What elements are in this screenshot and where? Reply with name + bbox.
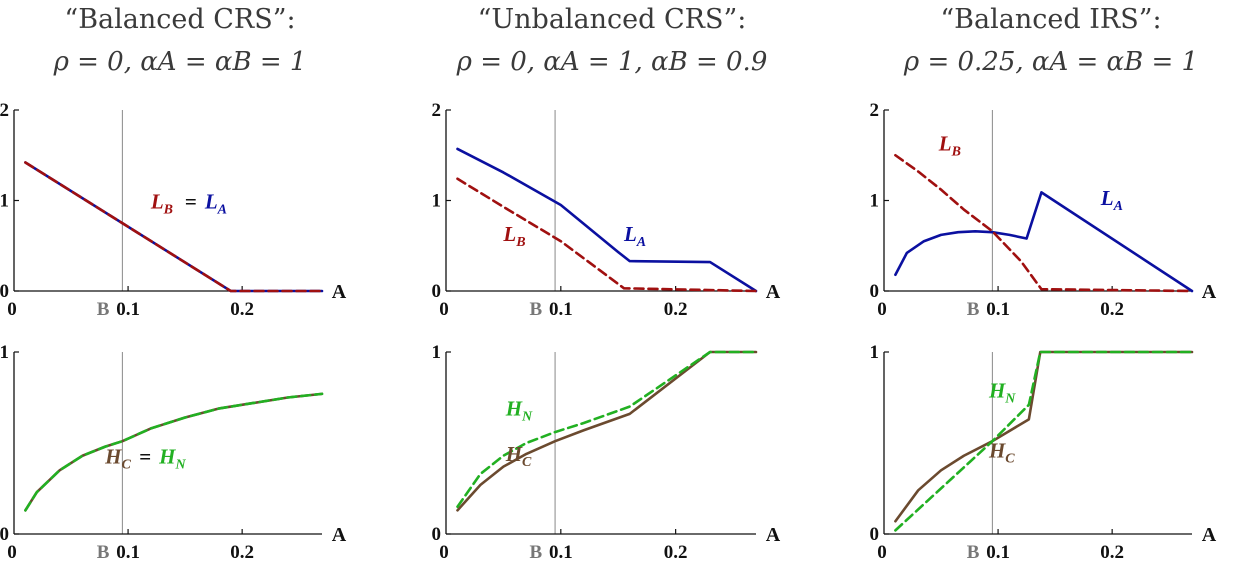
- series-line-h-n: [894, 350, 1194, 532]
- annotation-equals: =: [185, 190, 197, 214]
- x-tick-label: 0.1: [986, 542, 1010, 563]
- b-marker-label: B: [97, 299, 110, 320]
- series-line-l-b: [456, 177, 758, 293]
- series-line-l-b: [894, 153, 1194, 293]
- col1-title: “Balanced CRS”:: [64, 4, 295, 35]
- series-line-h-n: [456, 350, 758, 509]
- annotation-equals: =: [139, 445, 151, 469]
- panel-6: 0 1 0 0.1 0.2 B A HN HC: [870, 342, 1217, 563]
- series-line-l-a: [456, 147, 758, 293]
- col2-subtitle: ρ = 0, αA = 1, αB = 0.9: [456, 47, 768, 77]
- y-tick-label: 0: [432, 524, 442, 545]
- panel-4: 0 1 0 0.1 0.2 B A HC = HN: [0, 342, 347, 563]
- x-tick-label: 0.2: [230, 542, 254, 563]
- x-axis-name: A: [1202, 281, 1217, 303]
- series-label-h-n: HN: [988, 379, 1016, 407]
- x-tick-label: 0.2: [1100, 299, 1124, 320]
- x-axis-name: A: [332, 281, 347, 303]
- b-marker-label: B: [97, 542, 110, 563]
- x-tick-label: 0.2: [230, 299, 254, 320]
- x-axis-name: A: [332, 524, 347, 546]
- series-line-l-b: [24, 161, 324, 293]
- x-tick-label: 0: [877, 299, 887, 320]
- chart-panels: 0 1 2 0 0.1 0.2 B A LB = LA 0 1 2 0 0.1 0.2 B A LB LA 0 1 2 0 0.1…: [0, 100, 1217, 563]
- x-tick-label: 0.2: [664, 299, 688, 320]
- column-titles: “Balanced CRS”: ρ = 0, αA = αB = 1 “Unba…: [53, 4, 1199, 77]
- panel-1: 0 1 2 0 0.1 0.2 B A LB = LA: [0, 100, 347, 320]
- x-tick-label: 0.2: [1100, 542, 1124, 563]
- col2-title: “Unbalanced CRS”:: [478, 4, 747, 35]
- col1-subtitle: ρ = 0, αA = αB = 1: [53, 47, 307, 77]
- series-label-h-c: HC: [988, 439, 1015, 467]
- x-tick-label: 0.1: [549, 542, 573, 563]
- annotation-right-label: HN: [158, 445, 186, 473]
- series-label-l-a: LA: [623, 222, 646, 250]
- y-tick-label: 1: [432, 342, 442, 363]
- series-label-h-c: HC: [505, 442, 532, 470]
- x-tick-label: 0: [439, 542, 449, 563]
- y-tick-label: 2: [432, 100, 442, 121]
- x-tick-label: 0.1: [116, 299, 140, 320]
- series-line-l-a: [894, 191, 1194, 293]
- series-line-h-c: [456, 350, 758, 512]
- y-tick-label: 1: [0, 191, 9, 212]
- y-tick-label: 2: [870, 100, 880, 121]
- panel-2: 0 1 2 0 0.1 0.2 B A LB LA: [432, 100, 781, 320]
- b-marker-label: B: [529, 299, 542, 320]
- b-marker-label: B: [529, 542, 542, 563]
- x-tick-label: 0.2: [664, 542, 688, 563]
- panel-3: 0 1 2 0 0.1 0.2 B A LB LA: [870, 100, 1217, 320]
- series-label-l-b: LB: [938, 132, 961, 160]
- annotation-left-label: LB: [150, 190, 173, 218]
- y-tick-label: 1: [432, 191, 442, 212]
- annotation-right-label: LA: [204, 190, 227, 218]
- series-line-h-n: [24, 392, 324, 512]
- series-label-h-n: HN: [505, 397, 533, 425]
- x-tick-label: 0: [439, 299, 449, 320]
- y-tick-label: 0: [870, 524, 880, 545]
- y-tick-label: 0: [870, 281, 880, 302]
- x-axis-name: A: [766, 524, 781, 546]
- series-line-l-a: [24, 161, 324, 293]
- series-label-l-a: LA: [1100, 186, 1123, 214]
- x-tick-label: 0: [7, 542, 17, 563]
- y-tick-label: 0: [432, 281, 442, 302]
- x-tick-label: 0.1: [116, 542, 140, 563]
- y-tick-label: 1: [870, 191, 880, 212]
- annotation-left-label: HC: [104, 445, 131, 473]
- y-tick-label: 1: [0, 342, 9, 363]
- b-marker-label: B: [967, 542, 980, 563]
- y-tick-label: 1: [870, 342, 880, 363]
- y-tick-label: 0: [0, 281, 9, 302]
- series-label-l-b: LB: [502, 222, 525, 250]
- x-tick-label: 0.1: [986, 299, 1010, 320]
- col3-subtitle: ρ = 0.25, αA = αB = 1: [903, 47, 1198, 77]
- y-tick-label: 0: [0, 524, 9, 545]
- x-axis-name: A: [766, 281, 781, 303]
- b-marker-label: B: [967, 299, 980, 320]
- x-tick-label: 0: [877, 542, 887, 563]
- panel-5: 0 1 0 0.1 0.2 B A HN HC: [432, 342, 781, 563]
- x-axis-name: A: [1202, 524, 1217, 546]
- y-tick-label: 2: [0, 100, 9, 121]
- col3-title: “Balanced IRS”:: [940, 4, 1161, 35]
- x-tick-label: 0.1: [549, 299, 573, 320]
- x-tick-label: 0: [7, 299, 17, 320]
- series-line-h-c: [894, 350, 1194, 523]
